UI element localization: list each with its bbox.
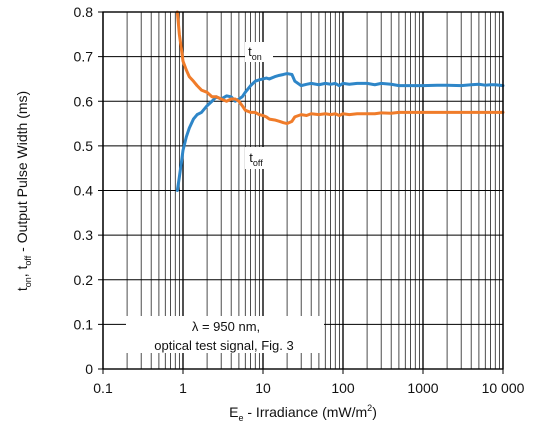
x-axis-title-middle: - Irradiance (mW/m — [243, 404, 367, 420]
annotation-line-1: λ = 950 nm, — [192, 319, 260, 334]
x-axis-title-superscript: 2 — [367, 403, 372, 413]
x-axis-title-suffix: ) — [372, 404, 377, 420]
y-axis-title-part-3: - Output Pulse Width (ms) — [14, 91, 30, 256]
x-tick-label: 10 000 — [482, 380, 525, 396]
x-tick-label: 0.1 — [93, 380, 113, 396]
series-line-ton — [175, 72, 505, 192]
series-name-subscript: on — [252, 52, 262, 62]
y-axis-title-sub-2: off — [23, 255, 33, 265]
x-tick-label: 100 — [331, 380, 355, 396]
series-label-ton: ton — [248, 44, 262, 62]
annotation-box — [126, 316, 324, 353]
tick-layer: 00.10.20.30.40.50.60.70.80.1 1 10 100 1000 10… — [74, 4, 525, 396]
label-layer: Ee - Irradiance (mW/m2)ton, toff - Outpu… — [14, 91, 377, 423]
x-axis-title: Ee - Irradiance (mW/m2) — [229, 403, 377, 423]
y-tick-label: 0.3 — [74, 227, 94, 243]
y-axis-title: ton, toff - Output Pulse Width (ms) — [14, 91, 33, 291]
y-tick-label: 0.2 — [74, 272, 94, 288]
series-label-bg-toff — [245, 147, 275, 169]
y-tick-label: 0.1 — [74, 316, 94, 332]
annotation-line-1-text: λ = 950 nm, — [192, 319, 260, 334]
y-axis-title-part-2: , t — [14, 265, 30, 277]
series-label-bg-ton — [245, 42, 273, 62]
y-axis-title-part-1: t — [14, 287, 30, 291]
x-axis-title-prefix: E — [229, 404, 238, 420]
y-tick-label: 0.6 — [74, 93, 94, 109]
series-label-toff: toff — [249, 150, 263, 168]
y-axis-title-sub-1: on — [23, 277, 33, 287]
series-name-base: t — [248, 44, 252, 59]
y-tick-label: 0 — [85, 361, 93, 377]
y-tick-label: 0.7 — [74, 49, 94, 65]
x-tick-label: 1 — [179, 380, 187, 396]
series-line-toff — [175, 10, 505, 126]
y-tick-label: 0.4 — [74, 183, 94, 199]
annotation-line-2: optical test signal, Fig. 3 — [154, 338, 293, 353]
x-tick-label: 1000 — [407, 380, 438, 396]
series-name-base: t — [249, 150, 253, 165]
series-name-subscript: off — [253, 158, 263, 168]
x-tick-label: 10 — [255, 380, 271, 396]
y-tick-label: 0.8 — [74, 4, 94, 20]
annotation-line-2-text: optical test signal, Fig. 3 — [154, 338, 293, 353]
y-tick-label: 0.5 — [74, 138, 94, 154]
annotation-layer: λ = 950 nm, optical test signal, Fig. 3 — [126, 316, 324, 353]
x-axis-title-prefix-sub: e — [238, 413, 243, 423]
